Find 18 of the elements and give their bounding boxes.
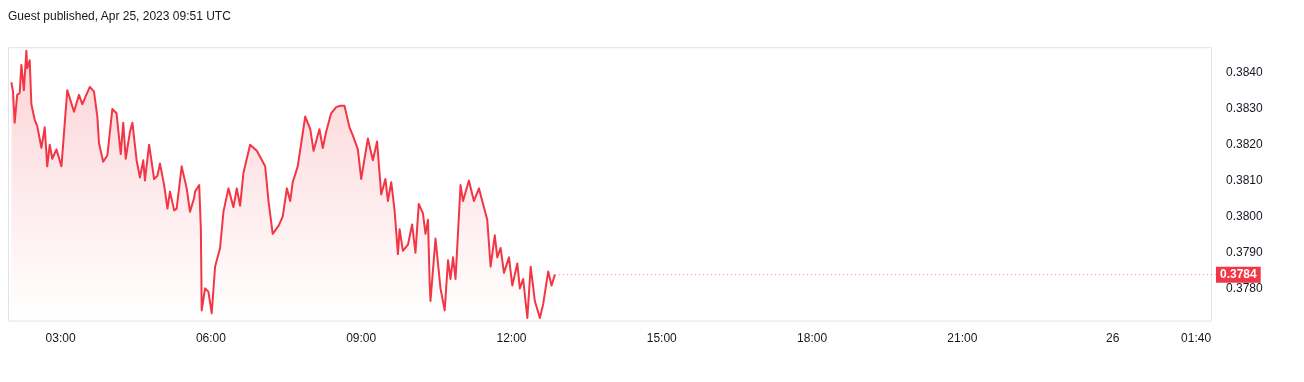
y-tick-label: 0.3790: [1226, 245, 1264, 260]
x-tick-label: 26: [1105, 331, 1120, 346]
chart-title: Guest published, Apr 25, 2023 09:51 UTC: [8, 8, 232, 25]
annotation: 0.3784: [1220, 266, 1258, 281]
y-tick-label: 0.3820: [1226, 137, 1264, 151]
y-tick-label: 0.3830: [1226, 100, 1264, 115]
y-tick-label: 0.3810: [1226, 173, 1264, 188]
x-tick-label: 01:40: [1181, 331, 1212, 346]
y-tick-label: 0.3780: [1226, 281, 1264, 296]
x-tick-label: 21:00: [947, 331, 978, 346]
y-tick-label: 0.3800: [1226, 209, 1264, 224]
y-tick-label: 0.3840: [1226, 64, 1264, 79]
x-tick-label: 06:00: [195, 331, 227, 346]
x-tick-label: 09:00: [346, 331, 377, 346]
x-tick-label: 03:00: [45, 331, 76, 346]
x-tick-label: 18:00: [797, 331, 828, 346]
x-tick-label: 12:00: [496, 331, 527, 346]
x-tick-label: 15:00: [646, 331, 678, 346]
